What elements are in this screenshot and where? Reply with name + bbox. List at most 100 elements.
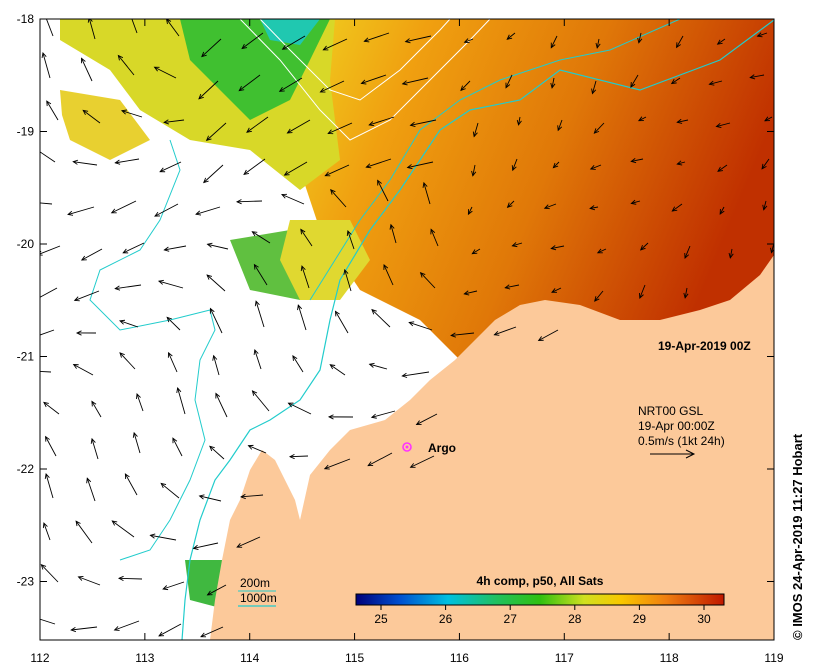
current-arrow-icon (591, 80, 597, 95)
current-arrow-icon (463, 290, 478, 296)
current-arrow-icon (671, 203, 683, 212)
current-arrow-icon (111, 520, 135, 538)
y-axis-ticks: -18 -19 -20 -21 -22 -23 (17, 12, 774, 589)
current-arrow-icon (153, 66, 177, 79)
current-arrow-icon (715, 122, 731, 128)
current-arrow-icon (75, 330, 97, 336)
current-arrow-icon (209, 445, 225, 460)
current-arrow-icon (334, 310, 349, 334)
current-arrow-icon (132, 431, 141, 454)
current-arrow-icon (124, 473, 138, 496)
current-arrow-icon (278, 77, 303, 92)
current-arrow-icon (254, 300, 265, 328)
current-arrow-icon (728, 248, 734, 259)
current-arrow-icon (160, 482, 180, 499)
current-arrow-icon (550, 35, 558, 49)
current-arrow-icon (206, 584, 227, 596)
current-arrow-icon (595, 38, 601, 49)
current-arrow-icon (212, 354, 220, 376)
current-arrow-icon (471, 248, 481, 255)
current-arrow-icon (240, 493, 264, 500)
current-arrow-icon (365, 158, 392, 169)
current-arrow-icon (159, 161, 182, 173)
current-arrow-icon (40, 371, 52, 373)
current-arrow-icon (40, 618, 56, 625)
current-arrow-icon (550, 245, 565, 251)
y-tick-label: -18 (17, 12, 35, 26)
current-arrow-icon (162, 581, 185, 591)
current-arrow-icon (343, 268, 352, 292)
contour-1000m (181, 19, 774, 640)
current-arrow-icon (163, 119, 185, 125)
current-arrow-icon (630, 74, 639, 88)
current-arrow-icon (557, 119, 563, 132)
current-arrow-icon (206, 274, 226, 292)
current-arrow-icon (72, 159, 98, 166)
current-arrow-icon (594, 290, 604, 302)
current-arrow-icon (251, 231, 271, 244)
current-arrow-icon (206, 242, 229, 250)
colorbar-tick-label: 26 (439, 612, 453, 626)
current-arrow-icon (40, 202, 53, 205)
x-axis-ticks: 112 113 114 115 116 117 118 119 (30, 19, 784, 665)
current-arrow-icon (113, 620, 140, 631)
current-arrow-icon (367, 452, 393, 467)
current-arrow-icon (40, 329, 55, 338)
current-arrow-icon (383, 263, 394, 286)
current-arrow-icon (91, 400, 102, 418)
current-arrow-icon (149, 533, 177, 541)
current-arrow-icon (41, 51, 51, 79)
current-arrow-icon (467, 206, 473, 216)
current-arrow-icon (463, 38, 474, 44)
colorbar-tick-label: 28 (568, 612, 582, 626)
current-arrow-icon (283, 161, 308, 176)
x-tick-label: 116 (450, 651, 469, 665)
current-arrow-icon (419, 271, 436, 289)
current-arrow-icon (292, 355, 304, 373)
current-arrow-icon (297, 304, 307, 331)
argo-label: Argo (428, 441, 456, 455)
current-arrow-icon (40, 287, 58, 298)
current-arrow-icon (114, 284, 142, 291)
current-arrow-icon (762, 200, 768, 211)
current-arrow-icon (253, 263, 268, 286)
current-arrow-icon (716, 38, 726, 45)
current-arrow-icon (516, 116, 522, 126)
current-arrow-icon (45, 435, 57, 457)
x-tick-label: 119 (764, 651, 783, 665)
current-arrow-icon (114, 158, 140, 165)
current-arrow-icon (43, 401, 60, 415)
current-arrow-icon (377, 179, 389, 202)
current-arrow-icon (192, 542, 219, 550)
current-arrow-icon (368, 362, 388, 370)
current-arrow-icon (44, 472, 54, 499)
current-arrow-icon (683, 287, 689, 299)
current-arrow-icon (719, 206, 725, 215)
current-arrow-icon (117, 575, 143, 582)
current-arrow-icon (676, 35, 684, 49)
current-arrow-icon (505, 74, 513, 89)
x-tick-label: 115 (345, 651, 364, 665)
current-arrow-icon (203, 164, 224, 184)
current-arrow-icon (40, 563, 59, 583)
current-arrow-icon (167, 351, 178, 373)
current-arrow-icon (756, 32, 768, 38)
current-arrow-icon (401, 371, 430, 378)
y-tick-label: -20 (17, 237, 35, 251)
current-arrow-icon (409, 119, 437, 127)
current-arrow-icon (472, 122, 479, 138)
current-arrow-icon (198, 494, 222, 502)
current-arrow-icon (422, 181, 431, 205)
current-arrow-icon (281, 193, 305, 205)
current-arrow-icon (589, 205, 599, 211)
current-arrow-icon (764, 116, 773, 122)
current-arrow-icon (404, 35, 432, 44)
current-arrow-icon (246, 116, 269, 133)
current-arrow-icon (639, 284, 646, 299)
current-arrow-icon (589, 164, 602, 170)
current-arrow-icon (551, 287, 562, 293)
current-arrow-icon (506, 32, 516, 40)
colorbar-tick-label: 30 (697, 612, 711, 626)
current-arrow-icon (122, 242, 145, 254)
current-arrow-icon (200, 626, 224, 638)
